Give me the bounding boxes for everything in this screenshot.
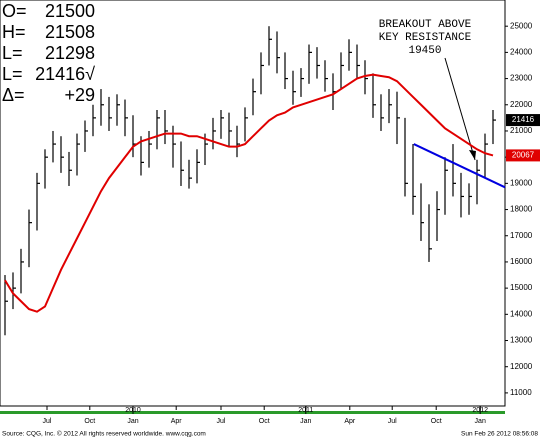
header-value: +29	[64, 85, 95, 105]
y-tick-label: 17000	[510, 231, 533, 240]
last-average-box	[506, 149, 540, 162]
y-tick-label: 16000	[510, 257, 533, 266]
x-tick-label: Apr	[344, 418, 356, 425]
moving-average	[4, 73, 494, 313]
last-price-label: 21416	[512, 115, 535, 124]
x-tick-label: Jan	[475, 418, 486, 425]
header-value: 21500	[45, 1, 95, 21]
header-label: L=	[2, 64, 23, 84]
y-tick-label: 23000	[510, 74, 533, 83]
annotation: BREAKOUT ABOVE	[379, 19, 472, 31]
session-strip	[0, 411, 505, 414]
y-tick-label: 18000	[510, 205, 533, 214]
header-label: L=	[2, 43, 23, 63]
arrow-head	[469, 150, 476, 160]
annotation-arrow	[444, 57, 476, 161]
header-value: 21298	[45, 43, 95, 63]
annotation: 19450	[408, 45, 441, 57]
year-label: 2012	[472, 407, 488, 414]
y-tick-label: 13000	[510, 336, 533, 345]
header-label: O=	[2, 1, 27, 21]
last-average-label: 20067	[512, 151, 535, 160]
last-price-box	[506, 114, 540, 127]
annotation: KEY RESISTANCE	[379, 32, 472, 44]
y-tick-label: 19000	[510, 178, 533, 187]
year-label: 2010	[125, 407, 141, 414]
x-tick-label: Jan	[300, 418, 311, 425]
y-tick-label: 22000	[510, 100, 533, 109]
y-tick-label: 25000	[510, 21, 533, 30]
y-tick-label: 21000	[510, 126, 533, 135]
y-tick-label: 24000	[510, 47, 533, 56]
x-tick-label: Jul	[43, 418, 52, 425]
footer-timestamp: Sun Feb 26 2012 08:56:08	[461, 431, 538, 438]
x-tick-label: Jan	[127, 418, 138, 425]
y-tick-label: 11000	[510, 388, 532, 397]
x-tick-label: Oct	[84, 418, 95, 425]
x-tick-label: Oct	[259, 418, 270, 425]
x-tick-label: Jul	[217, 418, 226, 425]
header-label: H=	[2, 22, 26, 42]
y-tick-label: 14000	[510, 309, 533, 318]
y-tick-label: 15000	[510, 283, 533, 292]
header-value: 21508	[45, 22, 95, 42]
year-label: 2011	[298, 407, 313, 414]
header-label: Δ=	[2, 85, 25, 105]
y-tick-label: 12000	[510, 362, 533, 371]
footer-source: Source: CQG, Inc. © 2012 All rights rese…	[2, 430, 206, 438]
x-tick-label: Oct	[431, 418, 442, 425]
trendline	[413, 143, 506, 189]
x-tick-label: Jul	[388, 418, 397, 425]
x-tick-label: Apr	[171, 418, 183, 425]
header-value: 21416√	[35, 64, 95, 84]
